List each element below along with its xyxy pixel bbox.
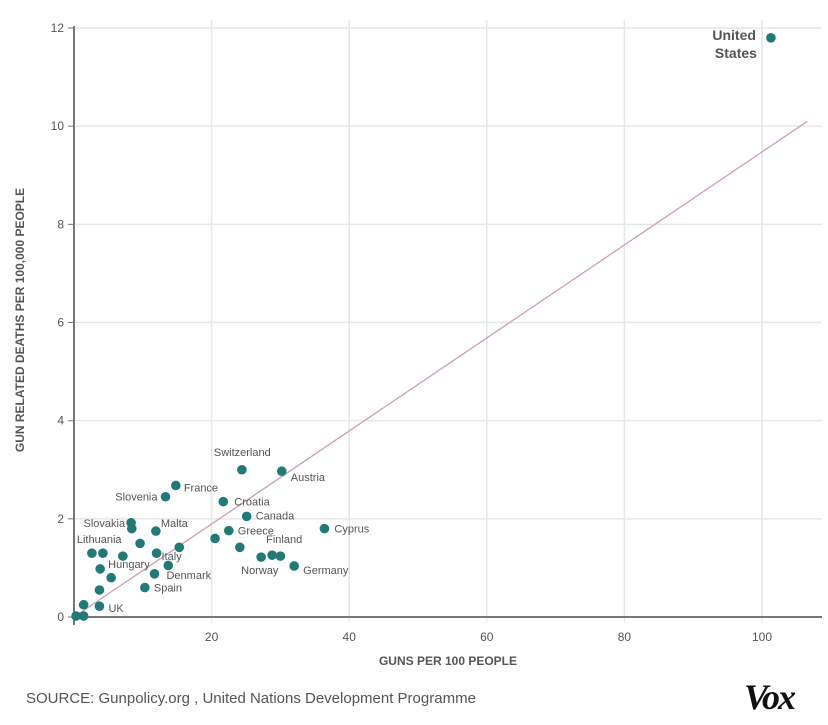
x-tick-label: 40 (343, 630, 357, 644)
data-label: Hungary (108, 559, 150, 571)
x-tick-label: 100 (752, 630, 772, 644)
data-label: Malta (161, 518, 189, 530)
data-point (276, 466, 287, 477)
y-tick-label: 0 (57, 610, 64, 624)
data-label: Spain (154, 583, 182, 595)
data-label: Greece (238, 526, 274, 538)
data-point (256, 552, 266, 562)
source-note: SOURCE: Gunpolicy.org , United Nations D… (26, 690, 476, 707)
y-tick-label: 4 (57, 414, 64, 428)
x-tick-label: 60 (480, 630, 494, 644)
data-label: UK (108, 603, 124, 615)
data-point (160, 491, 171, 502)
data-point (94, 585, 105, 595)
x-tick-label: 80 (618, 630, 632, 644)
data-point (87, 548, 97, 558)
data-point (71, 611, 81, 621)
trendline (73, 120, 808, 618)
data-point (163, 560, 174, 571)
data-label: Lithuania (77, 534, 123, 546)
data-point (95, 564, 105, 574)
data-label: Cyprus (334, 524, 369, 536)
data-point (275, 551, 286, 561)
data-point (210, 533, 220, 544)
x-axis-title: GUNS PER 100 PEOPLE (379, 654, 517, 668)
data-point (766, 33, 776, 43)
data-point (224, 525, 234, 536)
data-label: Norway (241, 565, 279, 577)
vox-logo: Vox (744, 677, 796, 717)
data-point (78, 611, 89, 621)
data-point (140, 582, 150, 593)
data-label: Switzerland (214, 447, 271, 459)
y-tick-label: 8 (57, 217, 64, 231)
data-point (149, 569, 160, 579)
scatter-chart: 0 2 4 6 8 10 12 20 40 60 80 100 United States Switzer… (13, 20, 822, 668)
data-label: Canada (256, 510, 295, 522)
data-label: Italy (162, 551, 183, 563)
data-label: Denmark (166, 570, 211, 582)
data-label: Finland (266, 534, 302, 546)
data-point (126, 523, 137, 534)
data-label: States (715, 45, 757, 61)
data-point (151, 526, 161, 536)
data-point (319, 523, 330, 534)
y-tick-label: 2 (57, 512, 64, 526)
y-tick-label: 12 (51, 21, 65, 35)
y-tick-label: 10 (51, 119, 65, 133)
data-label: Austria (291, 472, 326, 484)
point-labels: United States Switzerland Austria France Slov… (77, 27, 757, 615)
grid (74, 20, 822, 617)
y-axis-title: GUN RELATED DEATHS PER 100,000 PEOPLE (13, 188, 27, 452)
data-point (237, 464, 247, 475)
data-label: Slovakia (84, 518, 126, 530)
data-point (218, 496, 229, 507)
x-tick-label: 20 (205, 630, 219, 644)
data-point (98, 548, 108, 558)
axes: 0 2 4 6 8 10 12 20 40 60 80 100 (51, 21, 822, 644)
data-point (78, 599, 89, 610)
data-point (118, 551, 128, 561)
data-point (174, 542, 185, 553)
data-point (171, 480, 181, 491)
y-tick-label: 6 (57, 316, 64, 330)
data-label: France (184, 482, 218, 494)
data-point (235, 542, 245, 553)
data-point (94, 601, 105, 612)
data-label: Slovenia (115, 492, 158, 504)
trendline-group (73, 120, 808, 618)
points (71, 33, 776, 621)
data-point (135, 538, 145, 549)
data-point (289, 561, 299, 571)
data-point (106, 572, 116, 583)
data-label: Germany (303, 565, 349, 577)
data-point (241, 511, 252, 522)
data-label: Croatia (234, 497, 270, 509)
data-label: United (712, 27, 756, 43)
data-point (267, 550, 277, 560)
data-point (151, 548, 162, 558)
